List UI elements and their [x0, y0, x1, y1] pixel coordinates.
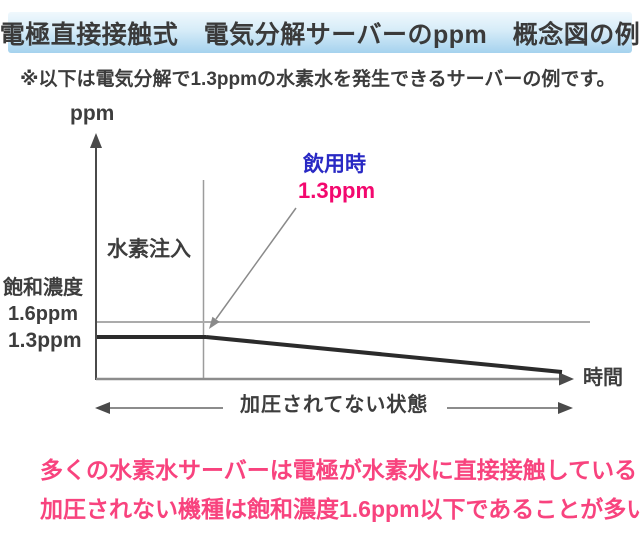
y-axis-label: ppm — [70, 102, 115, 125]
drinking-time-label: 飲用時 — [303, 153, 366, 176]
saturation-value-label: 1.6ppm — [8, 303, 79, 325]
hydrogen-injection-label: 水素注入 — [107, 238, 191, 261]
annotation-arrowhead-icon — [209, 316, 220, 329]
footnote-line-2: 加圧されない機種は飽和濃度1.6ppm以下であることが多い — [40, 496, 640, 523]
state-span-right-arrowhead-icon — [558, 402, 573, 414]
drinking-ppm-value: 1.3ppm — [298, 178, 376, 203]
title-banner: 電極直接接触式 電気分解サーバーのppm 概念図の例 — [0, 12, 640, 53]
page-title: 電極直接接触式 電気分解サーバーのppm 概念図の例 — [0, 20, 640, 49]
initial-value-label: 1.3ppm — [8, 329, 82, 352]
x-axis-arrowhead-icon — [559, 372, 574, 386]
annotation-arrow-line — [215, 207, 297, 320]
concentration-decline-line — [205, 335, 563, 374]
saturation-concentration-label: 飽和濃度 — [3, 277, 83, 299]
state-span-left-arrowhead-icon — [95, 402, 110, 414]
footnote: 多くの水素水サーバーは電極が水素水に直接接触している 加圧されない機種は飽和濃度… — [40, 451, 640, 529]
unpressurized-state-label: 加圧されてない状態 — [240, 394, 429, 416]
subtitle-note: ※以下は電気分解で1.3ppmの水素水を発生できるサーバーの例です。 — [20, 69, 616, 90]
footnote-line-1: 多くの水素水サーバーは電極が水素水に直接接触している — [40, 457, 638, 483]
x-axis-label: 時間 — [583, 367, 623, 389]
y-axis-arrowhead-icon — [90, 133, 102, 148]
